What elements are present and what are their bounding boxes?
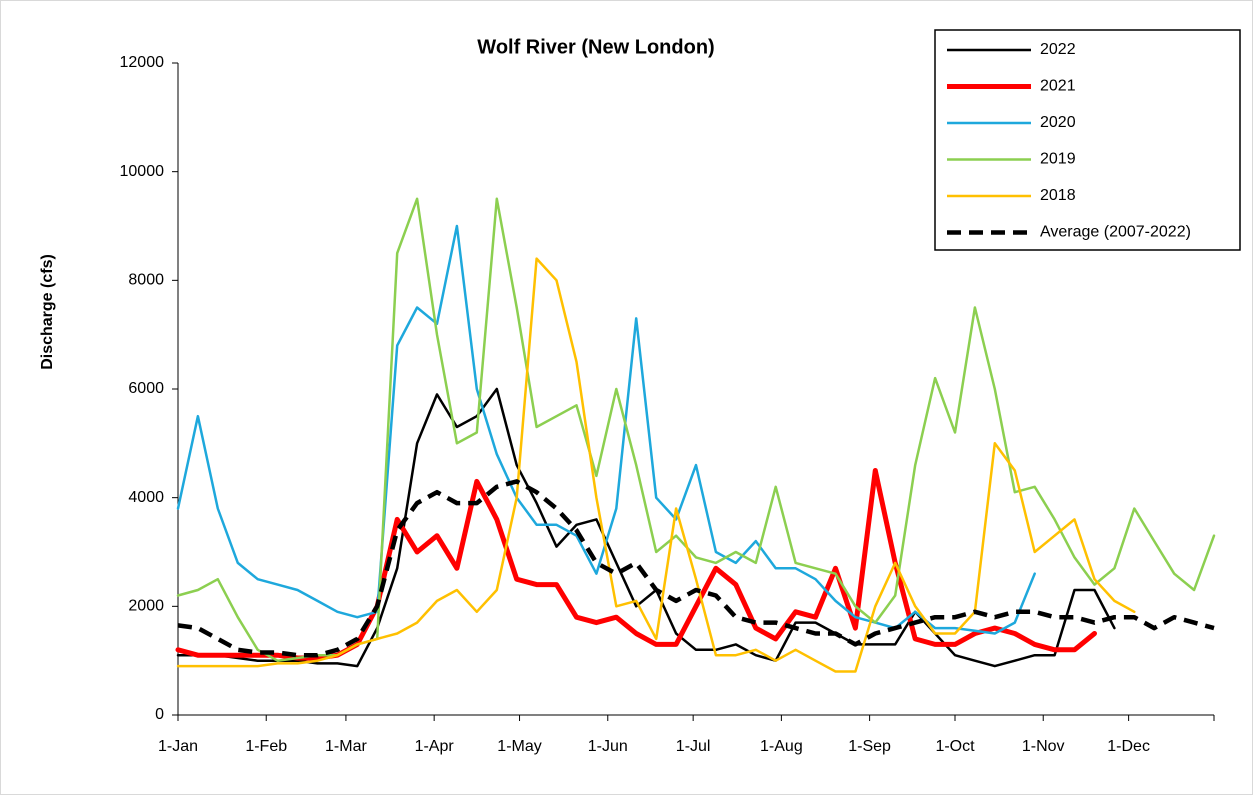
y-tick-label: 4000: [128, 489, 164, 506]
x-tick-label: 1-Jul: [676, 738, 711, 755]
x-tick-label: 1-Aug: [760, 738, 803, 755]
x-tick-label: 1-Apr: [415, 738, 455, 755]
legend-label: 2021: [1040, 78, 1076, 95]
x-tick-label: 1-Sep: [848, 738, 891, 755]
legend-label: Average (2007-2022): [1040, 224, 1191, 241]
y-tick-label: 0: [155, 706, 164, 723]
y-axis-label: Discharge (cfs): [39, 254, 56, 370]
y-tick-label: 10000: [120, 163, 165, 180]
legend-label: 2019: [1040, 151, 1076, 168]
x-tick-label: 1-May: [497, 738, 541, 755]
legend-label: 2018: [1040, 187, 1076, 204]
legend-label: 2020: [1040, 114, 1076, 131]
x-tick-label: 1-Mar: [325, 738, 367, 755]
legend-box: [934, 29, 1241, 251]
x-tick-label: 1-Jan: [158, 738, 198, 755]
chart-title: Wolf River (New London): [477, 36, 714, 58]
legend-label: 2022: [1040, 41, 1076, 58]
x-tick-label: 1-Jun: [588, 738, 628, 755]
x-tick-label: 1-Nov: [1022, 738, 1065, 755]
x-tick-label: 1-Feb: [245, 738, 287, 755]
y-tick-label: 8000: [128, 272, 164, 289]
x-tick-label: 1-Oct: [935, 738, 975, 755]
series-line: [176, 387, 1116, 668]
y-tick-label: 12000: [120, 54, 165, 71]
x-tick-label: 1-Dec: [1107, 738, 1150, 755]
y-tick-label: 2000: [128, 598, 164, 615]
series-line: [177, 479, 1215, 658]
y-tick-label: 6000: [128, 380, 164, 397]
